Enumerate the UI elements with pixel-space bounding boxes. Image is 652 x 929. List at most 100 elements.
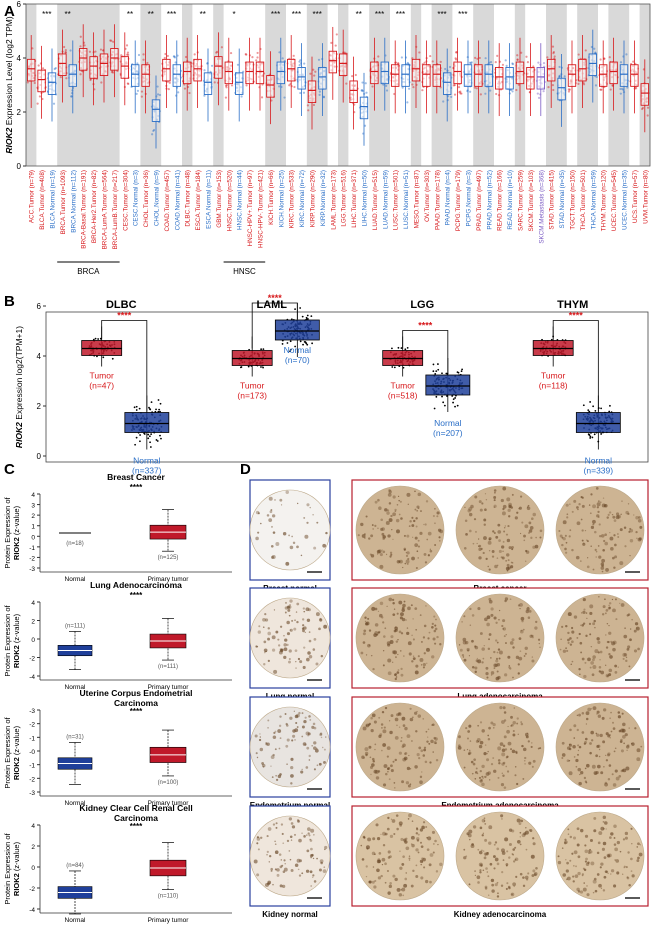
data-point	[135, 405, 138, 408]
tissue-texture	[561, 536, 564, 539]
tissue-texture	[589, 666, 592, 669]
data-point	[97, 338, 100, 340]
tissue-texture	[571, 640, 574, 644]
tissue-texture	[610, 640, 613, 643]
y-tick-label: -1	[29, 763, 35, 770]
tissue-texture	[577, 890, 581, 893]
tissue-texture	[636, 846, 639, 848]
tissue-texture	[285, 722, 288, 726]
tissue-texture	[577, 767, 582, 772]
box	[557, 77, 566, 101]
tissue-texture	[476, 542, 478, 545]
tissue-texture	[486, 752, 488, 755]
tissue-texture	[471, 614, 475, 617]
data-point	[619, 87, 622, 91]
category-label: READ.Tumor (n=166)	[497, 170, 504, 231]
tissue-texture	[628, 665, 631, 668]
tissue-texture	[524, 524, 529, 529]
tissue-texture	[414, 765, 418, 769]
data-point	[553, 55, 556, 58]
tissue-texture	[596, 733, 600, 737]
tissue-texture	[408, 859, 411, 861]
tissue-texture	[464, 519, 468, 522]
tissue-texture	[476, 657, 479, 660]
tissue-texture	[394, 510, 397, 513]
tissue-texture	[582, 610, 586, 614]
tissue-texture	[398, 600, 403, 605]
category-label: LUSC.Normal (n=51)	[403, 170, 410, 229]
tissue-texture	[468, 749, 471, 752]
tissue-texture	[588, 622, 592, 625]
tissue-texture	[593, 771, 598, 776]
tissue-texture	[570, 626, 574, 630]
tissue-texture	[584, 741, 587, 744]
y-axis-label-unit: (z-value)	[12, 505, 21, 537]
tissue-texture	[283, 867, 288, 872]
tissue-texture	[279, 625, 283, 628]
n-tumor: (n=110)	[158, 894, 178, 900]
tissue-texture	[278, 747, 281, 750]
tissue-texture	[487, 875, 490, 878]
data-point	[155, 408, 157, 411]
tissue-texture	[406, 734, 411, 739]
tissue-texture	[262, 626, 265, 629]
data-point	[126, 51, 130, 54]
y-axis-label-gene: RIOK2	[12, 757, 21, 780]
tissue-texture	[589, 848, 591, 851]
tissue-texture	[394, 758, 398, 762]
tissue-texture	[315, 662, 319, 666]
tissue-texture	[495, 535, 499, 539]
tissue-texture	[488, 568, 491, 571]
y-tick-label: 0	[37, 452, 42, 461]
tissue-texture	[514, 846, 517, 849]
tissue-texture	[484, 823, 487, 825]
tissue-texture	[405, 554, 409, 557]
tissue-texture	[291, 619, 294, 622]
tissue-texture	[365, 515, 368, 518]
tissue-texture	[592, 879, 597, 884]
data-point	[299, 340, 302, 343]
tumor-label: Tumor	[90, 371, 114, 381]
tissue-texture	[572, 875, 575, 878]
data-point	[591, 436, 594, 439]
data-point	[558, 65, 561, 69]
data-point	[270, 99, 273, 102]
tissue-texture	[468, 838, 471, 841]
data-point	[313, 74, 316, 77]
tissue-texture	[388, 597, 393, 602]
tissue-texture	[507, 655, 511, 659]
data-point	[260, 348, 263, 351]
category-label: CESC.Tumor (n=304)	[122, 170, 129, 231]
data-point	[536, 92, 539, 95]
data-point	[453, 93, 457, 96]
tissue-texture	[414, 508, 417, 511]
tissue-texture	[602, 605, 606, 609]
tissue-texture	[293, 710, 295, 712]
tissue-texture	[477, 724, 480, 727]
tissue-texture	[568, 743, 571, 746]
data-point	[245, 53, 248, 56]
data-point	[168, 81, 171, 84]
data-point	[148, 406, 150, 409]
data-point	[590, 45, 593, 49]
data-point	[516, 58, 519, 61]
tissue-texture	[281, 884, 286, 889]
tissue-texture	[417, 714, 422, 718]
tissue-texture	[302, 742, 307, 746]
tissue-texture	[636, 748, 641, 753]
tissue-texture	[506, 569, 509, 572]
tissue-texture	[581, 539, 584, 542]
plot-title: Breast Cancer	[107, 472, 165, 482]
tissue-texture	[394, 677, 397, 681]
tissue-texture	[266, 742, 270, 746]
category-label: KICH.Tumor (n=66)	[268, 170, 275, 225]
tissue-texture	[509, 641, 514, 645]
tissue-texture	[603, 504, 607, 507]
tissue-texture	[394, 508, 397, 512]
tissue-texture	[416, 827, 418, 829]
tissue-texture	[638, 537, 642, 541]
tissue-texture	[498, 650, 503, 655]
data-point	[450, 95, 453, 99]
tissue-texture	[614, 598, 617, 601]
